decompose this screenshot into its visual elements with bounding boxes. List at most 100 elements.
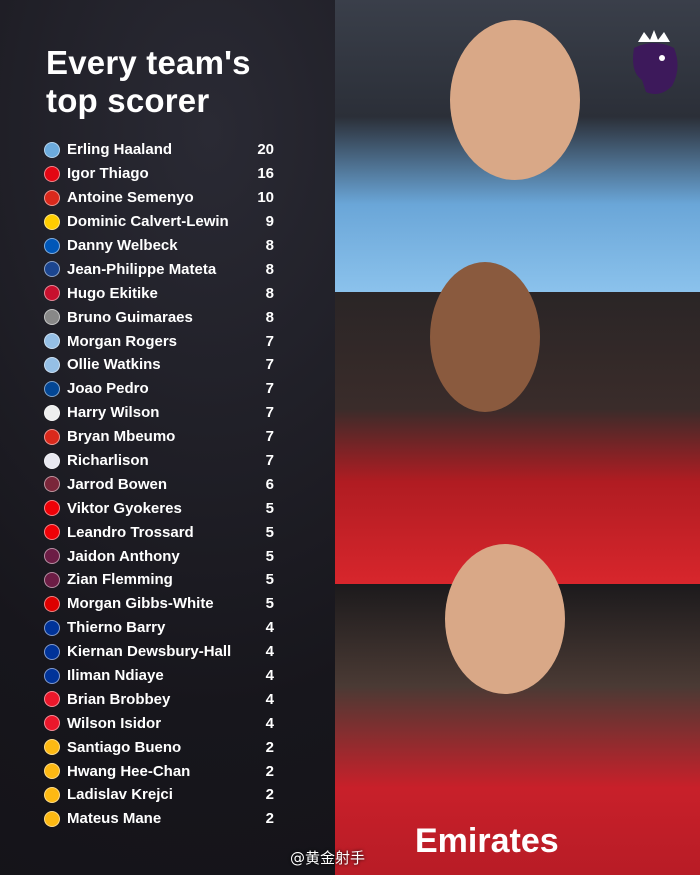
club-badge-icon	[44, 691, 60, 708]
player-name: Jaidon Anthony	[67, 547, 180, 565]
player-name: Erling Haaland	[67, 141, 173, 159]
page-title: Every team's top scorer	[46, 44, 251, 120]
list-item: Hugo Ekitike 8	[44, 281, 274, 305]
goal-count: 4	[265, 667, 274, 685]
club-badge-icon	[44, 595, 60, 612]
list-item: Leandro Trossard 5	[44, 520, 274, 544]
goal-count: 2	[265, 762, 274, 780]
premier-league-logo-icon	[633, 30, 678, 94]
list-item: Bryan Mbeumo 7	[44, 425, 274, 449]
list-item: Hwang Hee-Chan 2	[44, 759, 274, 783]
list-item: Mateus Mane 2	[44, 807, 274, 831]
club-badge-icon	[44, 237, 60, 254]
club-badge-icon	[44, 667, 60, 684]
goal-count: 7	[265, 332, 274, 350]
player-name: Jean-Philippe Mateta	[67, 260, 217, 278]
player-name: Ladislav Krejci	[67, 786, 173, 804]
goal-count: 2	[265, 738, 274, 756]
goal-count: 5	[265, 571, 274, 589]
list-item: Ladislav Krejci 2	[44, 783, 274, 807]
player-name: Joao Pedro	[67, 380, 149, 398]
goal-count: 6	[265, 475, 274, 493]
list-item: Antoine Semenyo 10	[44, 186, 274, 210]
club-badge-icon	[44, 189, 60, 206]
player-name: Dominic Calvert-Lewin	[67, 213, 229, 231]
watermark: @黄金射手	[290, 849, 366, 867]
player-name: Igor Thiago	[67, 165, 149, 183]
list-item: Kiernan Dewsbury-Hall 4	[44, 640, 274, 664]
goal-count: 2	[265, 810, 274, 828]
player-name: Mateus Mane	[67, 810, 162, 828]
club-badge-icon	[44, 333, 60, 350]
player-name: Antoine Semenyo	[67, 189, 194, 207]
list-item: Danny Welbeck 8	[44, 234, 274, 258]
club-badge-icon	[44, 786, 60, 803]
list-item: Viktor Gyokeres 5	[44, 496, 274, 520]
list-item: Igor Thiago 16	[44, 162, 274, 186]
player-name: Santiago Bueno	[67, 738, 182, 756]
player-name: Morgan Rogers	[67, 332, 178, 350]
club-badge-icon	[44, 810, 60, 827]
player-face	[445, 544, 565, 694]
club-badge-icon	[44, 213, 60, 230]
goal-count: 7	[265, 356, 274, 374]
goal-count: 7	[265, 380, 274, 398]
list-item: Thierno Barry 4	[44, 616, 274, 640]
player-name: Richarlison	[67, 452, 149, 470]
goal-count: 4	[265, 714, 274, 732]
goal-count: 5	[265, 523, 274, 541]
player-name: Harry Wilson	[67, 404, 160, 422]
player-name: Morgan Gibbs-White	[67, 595, 214, 613]
player-name: Thierno Barry	[67, 619, 166, 637]
goal-count: 20	[257, 141, 274, 159]
title-line-2: top scorer	[46, 82, 210, 119]
list-item: Santiago Bueno 2	[44, 735, 274, 759]
club-badge-icon	[44, 476, 60, 493]
player-photo-gyokeres: Emirates	[335, 544, 700, 875]
player-face	[450, 20, 580, 180]
list-item: Harry Wilson 7	[44, 401, 274, 425]
player-name: Hugo Ekitike	[67, 284, 158, 302]
list-item: Jean-Philippe Mateta 8	[44, 257, 274, 281]
list-item: Jarrod Bowen 6	[44, 472, 274, 496]
goal-count: 2	[265, 786, 274, 804]
goal-count: 8	[265, 260, 274, 278]
list-item: Jaidon Anthony 5	[44, 544, 274, 568]
player-name: Bryan Mbeumo	[67, 428, 176, 446]
list-item: Bruno Guimaraes 8	[44, 305, 274, 329]
player-name: Leandro Trossard	[67, 523, 194, 541]
club-badge-icon	[44, 356, 60, 373]
goal-count: 7	[265, 428, 274, 446]
sponsor-text: Emirates	[415, 822, 559, 860]
player-name: Viktor Gyokeres	[67, 499, 182, 517]
club-badge-icon	[44, 643, 60, 660]
player-name: Bruno Guimaraes	[67, 308, 193, 326]
player-name: Wilson Isidor	[67, 714, 162, 732]
goal-count: 4	[265, 619, 274, 637]
list-item: Iliman Ndiaye 4	[44, 664, 274, 688]
list-item: Richarlison 7	[44, 449, 274, 473]
club-badge-icon	[44, 763, 60, 780]
club-badge-icon	[44, 500, 60, 517]
goal-count: 5	[265, 499, 274, 517]
list-item: Erling Haaland 20	[44, 138, 274, 162]
goal-count: 4	[265, 643, 274, 661]
club-badge-icon	[44, 404, 60, 421]
club-badge-icon	[44, 715, 60, 732]
club-badge-icon	[44, 571, 60, 588]
list-item: Dominic Calvert-Lewin 9	[44, 210, 274, 234]
list-item: Morgan Rogers 7	[44, 329, 274, 353]
goal-count: 4	[265, 690, 274, 708]
goal-count: 10	[257, 189, 274, 207]
club-badge-icon	[44, 309, 60, 326]
club-badge-icon	[44, 548, 60, 565]
club-badge-icon	[44, 285, 60, 302]
list-item: Ollie Watkins 7	[44, 353, 274, 377]
goal-count: 8	[265, 284, 274, 302]
title-line-1: Every team's	[46, 44, 251, 81]
list-item: Brian Brobbey 4	[44, 687, 274, 711]
player-name: Jarrod Bowen	[67, 475, 168, 493]
goal-count: 7	[265, 452, 274, 470]
goal-count: 7	[265, 404, 274, 422]
club-badge-icon	[44, 619, 60, 636]
